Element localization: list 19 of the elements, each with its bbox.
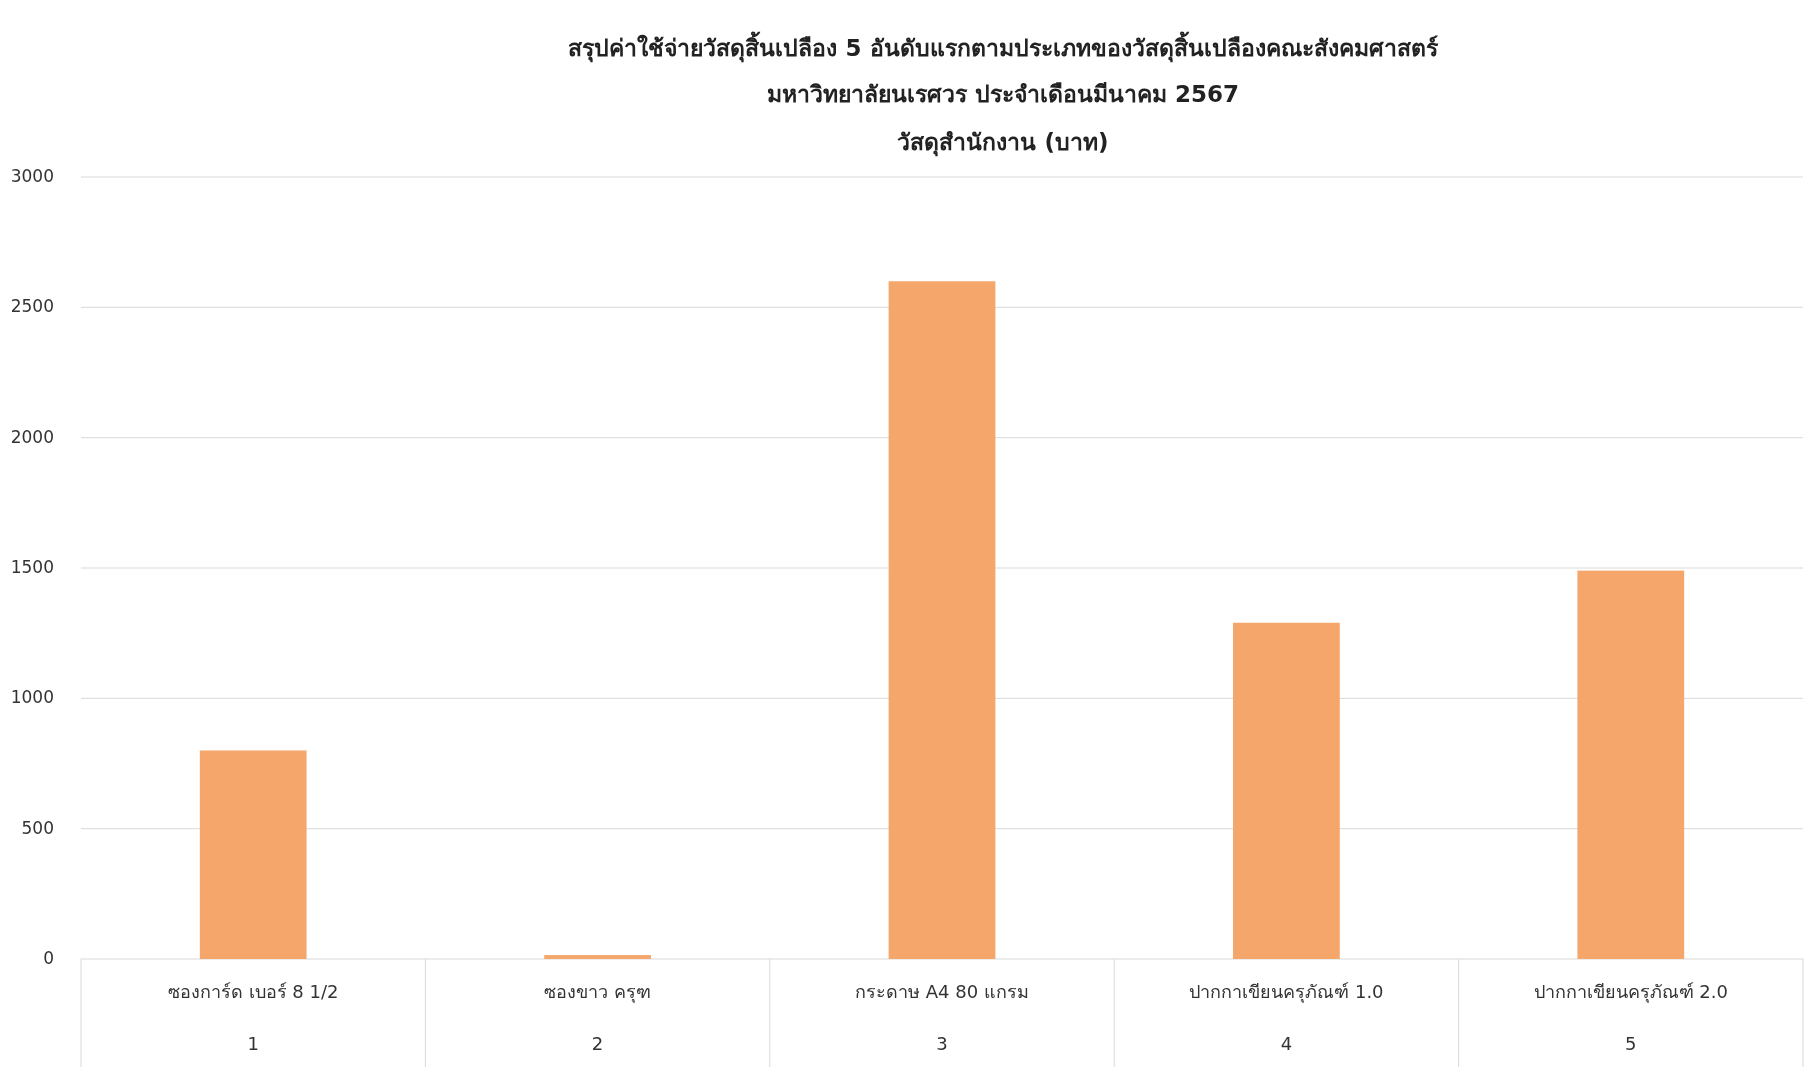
xtick: 5 — [1625, 1033, 1637, 1054]
ytick: 500 — [21, 817, 54, 838]
ytick: 2500 — [10, 296, 54, 317]
subtitle: วัสดุสำนักงาน (บาท) — [897, 128, 1109, 155]
xtick: 4 — [1280, 1033, 1293, 1054]
xtick: 3 — [936, 1033, 948, 1054]
xtick: 1 — [247, 1033, 259, 1054]
ytick: 1000 — [10, 687, 54, 708]
xtick: ซองขาว ครุฑ — [544, 981, 651, 1002]
ytick: 0 — [43, 948, 54, 968]
ytick: 1500 — [10, 557, 54, 577]
xtick: ปากกาเขียนครุภัณฑ์ 1.0 — [1189, 981, 1384, 1002]
ytick: 3000 — [10, 166, 54, 186]
ytick: 2000 — [10, 426, 54, 447]
xtick: ปากกาเขียนครุภัณฑ์ 2.0 — [1533, 981, 1728, 1002]
xtick: 2 — [591, 1033, 604, 1054]
title: มหาวิทยาลัยนเรศวร ประจำเดือนมีนาคม 2567 — [767, 80, 1239, 107]
xtick: กระดาษ A4 80 แกรม — [855, 981, 1029, 1002]
xtick: ซองการ์ด เบอร์ 8 1/2 — [167, 981, 339, 1002]
